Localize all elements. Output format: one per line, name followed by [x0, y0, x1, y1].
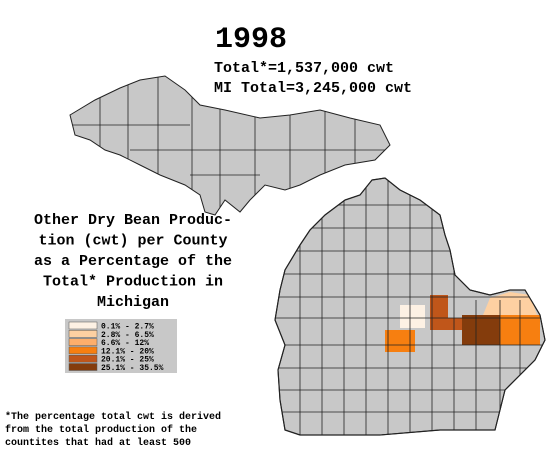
legend-swatch — [68, 330, 98, 338]
county-fill — [462, 315, 500, 345]
year: 1998 — [215, 23, 287, 57]
title-line: tion (cwt) per County — [38, 233, 227, 250]
mi-total: MI Total=3,245,000 cwt — [214, 80, 412, 97]
title-line: Other Dry Bean Produc- — [34, 212, 232, 229]
legend-label: 6.6% - 12% — [101, 339, 149, 348]
lower-peninsula — [274, 177, 546, 436]
footnote-line: from the total production of the — [5, 424, 197, 436]
map-title: Other Dry Bean Produc-tion (cwt) per Cou… — [34, 212, 232, 311]
footnote: *The percentage total cwt is derivedfrom… — [5, 411, 221, 449]
legend-label: 25.1% - 35.5% — [101, 364, 164, 373]
title-line: as a Percentage of the — [34, 253, 232, 270]
county-fill — [400, 305, 425, 328]
legend-swatch — [68, 354, 98, 363]
legend-swatch — [68, 321, 98, 330]
legend: 0.1% - 2.7%2.8% - 6.5%6.6% - 12%12.1% - … — [68, 321, 164, 373]
legend-label: 0.1% - 2.7% — [101, 323, 154, 332]
county-fill — [483, 292, 537, 315]
footnote-line: countites that had at least 500 — [5, 437, 191, 449]
legend-swatch — [68, 338, 98, 346]
footnote-line: *The percentage total cwt is derived — [5, 411, 221, 423]
legend-swatch — [68, 363, 98, 371]
legend-label: 12.1% - 20% — [101, 347, 154, 356]
legend-label: 2.8% - 6.5% — [101, 331, 154, 340]
legend-label: 20.1% - 25% — [101, 356, 154, 365]
legend-swatch — [68, 346, 98, 355]
title-line: Total* Production in — [43, 274, 223, 291]
total: Total*=1,537,000 cwt — [214, 60, 394, 77]
county-fill — [385, 330, 415, 352]
title-line: Michigan — [97, 294, 169, 311]
